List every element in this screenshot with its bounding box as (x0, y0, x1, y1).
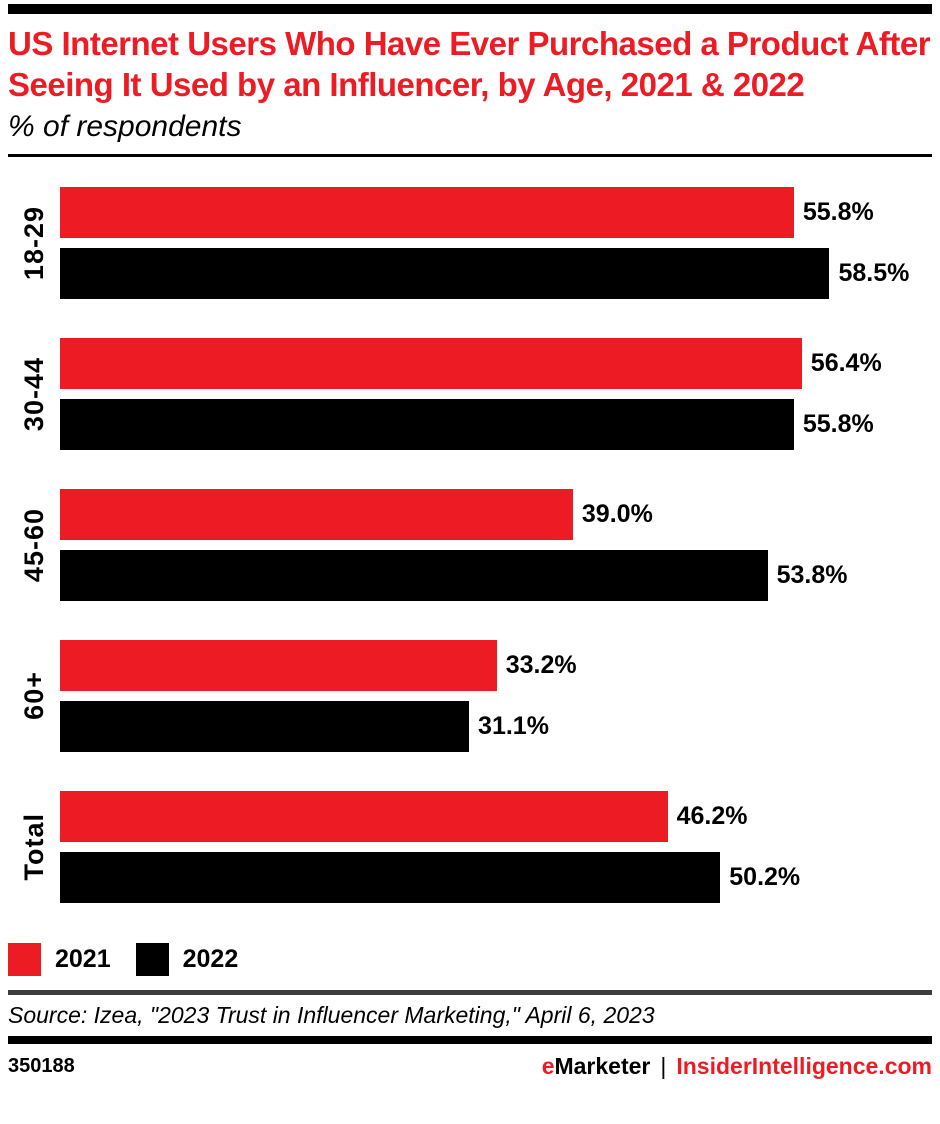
bar-2022 (60, 398, 794, 450)
bar-row-2021: 46.2% (60, 790, 932, 842)
chart-legend: 2021 2022 (8, 942, 932, 976)
bar-group: 60+ 33.2% 31.1% (8, 639, 932, 752)
bar-value-label: 33.2% (505, 650, 577, 679)
bar-chart: 18-29 55.8% 58.5% 30-44 56.4% 55.8% 45-60 39.0%… (8, 157, 932, 903)
category-label-text: 18-29 (18, 205, 49, 280)
bar-row-2021: 33.2% (60, 639, 932, 691)
chart-title: US Internet Users Who Have Ever Purchase… (8, 25, 931, 103)
top-rule (8, 4, 932, 14)
insider-intelligence-link[interactable]: InsiderIntelligence.com (676, 1052, 932, 1079)
legend-item-2021: 2021 (8, 942, 111, 976)
category-label: 18-29 (8, 187, 60, 299)
category-label: 60+ (8, 640, 60, 752)
chart-id: 350188 (8, 1054, 75, 1077)
bar-row-2021: 55.8% (60, 186, 932, 238)
bar-value-label: 55.8% (802, 409, 874, 438)
bar-2021 (60, 337, 802, 389)
bar-value-label: 53.8% (776, 560, 848, 589)
source-divider-top (8, 989, 932, 995)
bar-value-label: 31.1% (478, 711, 549, 740)
bar-group: Total 46.2% 50.2% (8, 790, 932, 903)
bar-2021 (60, 186, 794, 238)
bar-row-2022: 53.8% (60, 549, 932, 601)
bar-2021 (60, 790, 668, 842)
category-label: 30-44 (8, 338, 60, 450)
legend-swatch (8, 942, 41, 976)
bar-value-label: 58.5% (838, 258, 910, 287)
category-label: Total (8, 791, 60, 903)
bar-2022 (60, 549, 768, 601)
bar-2021 (60, 488, 573, 540)
chart-subtitle: % of respondents (8, 109, 242, 143)
bar-2022 (60, 700, 470, 752)
legend-item-2022: 2022 (135, 942, 239, 976)
legend-label: 2021 (55, 944, 111, 973)
bar-row-2021: 39.0% (60, 488, 932, 540)
bar-value-label: 39.0% (581, 499, 653, 528)
bar-value-label: 55.8% (802, 197, 874, 226)
brand-separator: | (660, 1052, 667, 1079)
source-divider-bottom (8, 1035, 932, 1044)
footer: 350188 eMarketer | InsiderIntelligence.c… (8, 1053, 932, 1080)
bar-2022 (60, 247, 830, 299)
category-label-text: 30-44 (18, 356, 49, 431)
category-label-text: 45-60 (18, 507, 49, 582)
bar-row-2021: 56.4% (60, 337, 932, 389)
category-label-text: Total (18, 813, 49, 881)
bar-group: 30-44 56.4% 55.8% (8, 337, 932, 450)
bar-group: 18-29 55.8% 58.5% (8, 186, 932, 299)
bar-row-2022: 55.8% (60, 398, 932, 450)
category-label: 45-60 (8, 489, 60, 601)
legend-swatch (135, 942, 169, 976)
bar-row-2022: 50.2% (60, 851, 932, 903)
source-note: Source: Izea, "2023 Trust in Influencer … (8, 1001, 655, 1028)
bar-group: 45-60 39.0% 53.8% (8, 488, 932, 601)
bar-value-label: 50.2% (729, 862, 801, 891)
category-label-text: 60+ (18, 671, 49, 721)
emarketer-logo: eMarketer (541, 1052, 651, 1079)
bar-row-2022: 31.1% (60, 700, 932, 752)
bar-2021 (60, 639, 497, 691)
bar-value-label: 46.2% (676, 801, 748, 830)
bar-row-2022: 58.5% (60, 247, 932, 299)
legend-label: 2022 (182, 944, 239, 973)
brand-lockup: eMarketer | InsiderIntelligence.com (542, 1053, 932, 1080)
header-divider (8, 153, 932, 157)
bar-value-label: 56.4% (810, 348, 882, 377)
bar-2022 (60, 851, 721, 903)
chart-page: US Internet Users Who Have Ever Purchase… (0, 4, 940, 1080)
